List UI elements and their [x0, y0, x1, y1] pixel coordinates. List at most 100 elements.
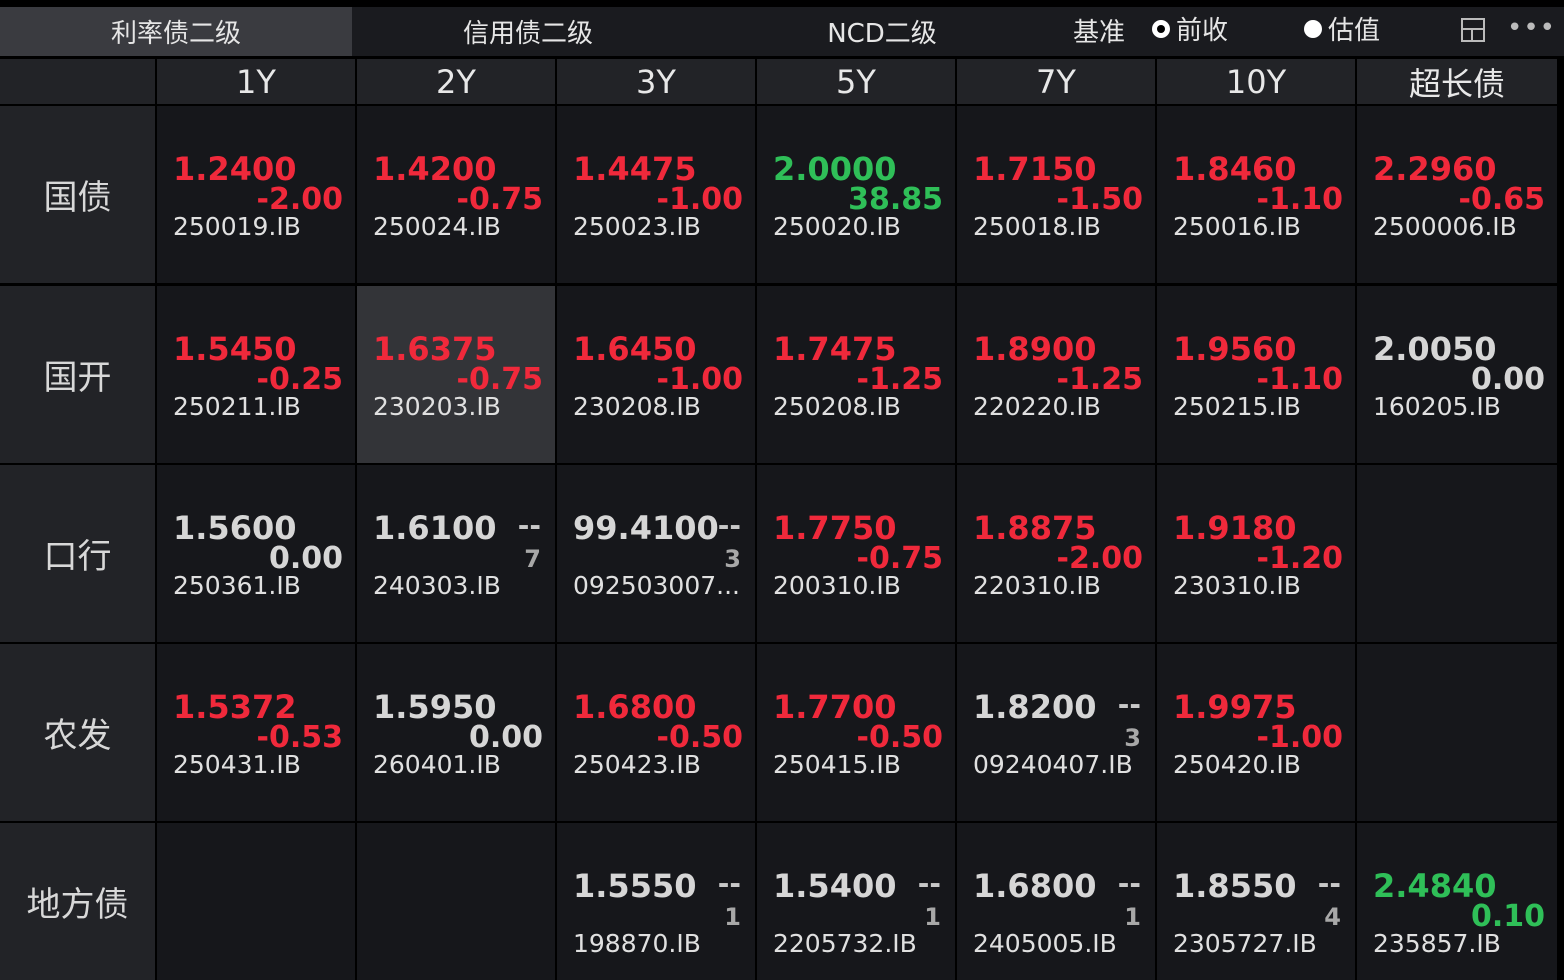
column-header-0[interactable]: 1Y [157, 59, 355, 104]
yield-value: 1.5372 [173, 688, 297, 726]
radio-unselected-icon [1304, 19, 1322, 38]
column-header-5[interactable]: 10Y [1157, 59, 1355, 104]
quote-cell[interactable]: 1.7750 -0.75 200310.IB [757, 465, 955, 642]
change-bp: -1.10 [1256, 182, 1343, 217]
change-bp: 0.00 [1470, 362, 1545, 397]
quote-cell[interactable]: 1.6800 -0.50 250423.IB [557, 644, 755, 821]
quote-cell [357, 823, 555, 980]
quote-cell[interactable]: 1.5372 -0.53 250431.IB [157, 644, 355, 821]
quote-cell[interactable]: 2.0000 38.85 250020.IB [757, 106, 955, 283]
quote-cell[interactable]: 1.5950 0.00 260401.IB [357, 644, 555, 821]
row-header-3[interactable]: 农发 [0, 644, 155, 821]
more-icon[interactable]: ••• [1507, 13, 1557, 43]
quote-cell[interactable]: 1.8900 -1.25 220220.IB [957, 286, 1155, 463]
yield-value: 2.0050 [1373, 330, 1497, 368]
quote-cell[interactable]: 1.9975 -1.00 250420.IB [1157, 644, 1355, 821]
radio-prev-close[interactable]: 前收 [1152, 10, 1228, 47]
bond-code: 235857.IB [1373, 929, 1501, 958]
change-bp: 0.00 [468, 720, 543, 755]
yield-value: 1.8460 [1173, 150, 1297, 188]
quote-cell[interactable]: 99.4100 -- 3 092503007... [557, 465, 755, 642]
quote-cell [1357, 465, 1557, 642]
bond-code: 250024.IB [373, 212, 501, 241]
bond-code: 260401.IB [373, 750, 501, 779]
quote-cell[interactable]: 1.7475 -1.25 250208.IB [757, 286, 955, 463]
yield-value: 1.5950 [373, 688, 497, 726]
quote-cell[interactable]: 1.5400 -- 1 2205732.IB [757, 823, 955, 980]
column-header-4[interactable]: 7Y [957, 59, 1155, 104]
bond-code: 200310.IB [773, 571, 901, 600]
column-header-1[interactable]: 2Y [357, 59, 555, 104]
quote-cell[interactable]: 1.8550 -- 4 2305727.IB [1157, 823, 1355, 980]
row-header-0[interactable]: 国债 [0, 106, 155, 283]
trade-count: 1 [724, 903, 741, 931]
bond-code: 250431.IB [173, 750, 301, 779]
row-header-4[interactable]: 地方债 [0, 823, 155, 980]
quote-cell[interactable]: 1.8875 -2.00 220310.IB [957, 465, 1155, 642]
row-header-2[interactable]: 口行 [0, 465, 155, 642]
bond-code: 230310.IB [1173, 571, 1301, 600]
quote-cell[interactable]: 2.4840 0.10 235857.IB [1357, 823, 1557, 980]
yield-value: 1.7475 [773, 330, 897, 368]
change-bp: -2.00 [256, 182, 343, 217]
quote-cell[interactable]: 1.5600 0.00 250361.IB [157, 465, 355, 642]
radio-valuation[interactable]: 估值 [1304, 10, 1380, 47]
quote-cell [157, 823, 355, 980]
quote-cell[interactable]: 2.0050 0.00 160205.IB [1357, 286, 1557, 463]
column-header-2[interactable]: 3Y [557, 59, 755, 104]
quote-cell[interactable]: 1.5450 -0.25 250211.IB [157, 286, 355, 463]
trade-count: 3 [1124, 724, 1141, 752]
tab-credit-bonds[interactable]: 信用债二级 [462, 19, 593, 49]
quote-cell[interactable]: 1.6450 -1.00 230208.IB [557, 286, 755, 463]
quote-cell[interactable]: 1.7150 -1.50 250018.IB [957, 106, 1155, 283]
quote-cell[interactable]: 1.7700 -0.50 250415.IB [757, 644, 955, 821]
quote-cell[interactable]: 1.6100 -- 7 240303.IB [357, 465, 555, 642]
quote-cell[interactable]: 1.9560 -1.10 250215.IB [1157, 286, 1355, 463]
bond-code: 250361.IB [173, 571, 301, 600]
change-none: -- [717, 509, 741, 542]
quote-cell[interactable]: 1.4200 -0.75 250024.IB [357, 106, 555, 283]
bond-code: 250415.IB [773, 750, 901, 779]
change-none: -- [1117, 867, 1141, 900]
yield-value: 1.2400 [173, 150, 297, 188]
change-bp: -0.75 [856, 541, 943, 576]
bond-code: 220220.IB [973, 392, 1101, 421]
yield-value: 1.5400 [773, 867, 897, 905]
bond-code: 2405005.IB [973, 929, 1117, 958]
bond-code: 198870.IB [573, 929, 701, 958]
radio-valuation-label: 估值 [1328, 16, 1381, 46]
yield-value: 1.6100 [373, 509, 497, 547]
quote-cell[interactable]: 1.8460 -1.10 250016.IB [1157, 106, 1355, 283]
tab-ncd[interactable]: NCD二级 [827, 19, 937, 49]
quote-cell[interactable]: 1.6375 -0.75 230203.IB [357, 286, 555, 463]
bond-code: 250423.IB [573, 750, 701, 779]
quote-cell[interactable]: 2.2960 -0.65 2500006.IB [1357, 106, 1557, 283]
change-bp: -1.25 [856, 362, 943, 397]
bond-code: 250019.IB [173, 212, 301, 241]
change-bp: 0.00 [268, 541, 343, 576]
change-bp: -0.25 [256, 362, 343, 397]
yield-value: 1.5600 [173, 509, 297, 547]
yield-value: 1.9975 [1173, 688, 1297, 726]
tab-rate-bonds[interactable]: 利率债二级 [0, 7, 352, 56]
bond-code: 09240407.IB [973, 750, 1133, 779]
quote-cell[interactable]: 1.6800 -- 1 2405005.IB [957, 823, 1155, 980]
quote-cell[interactable]: 1.2400 -2.00 250019.IB [157, 106, 355, 283]
yield-value: 1.4200 [373, 150, 497, 188]
row-header-1[interactable]: 国开 [0, 286, 155, 463]
change-bp: 38.85 [848, 182, 943, 217]
yield-value: 1.6800 [973, 867, 1097, 905]
change-bp: -1.00 [656, 182, 743, 217]
column-header-3[interactable]: 5Y [757, 59, 955, 104]
corner-cell [0, 59, 155, 104]
quote-cell[interactable]: 1.4475 -1.00 250023.IB [557, 106, 755, 283]
column-header-6[interactable]: 超长债 [1357, 59, 1557, 104]
change-bp: -0.65 [1458, 182, 1545, 217]
quote-cell[interactable]: 1.5550 -- 1 198870.IB [557, 823, 755, 980]
yield-value: 2.2960 [1373, 150, 1497, 188]
bond-code: 092503007... [573, 571, 740, 600]
quote-cell[interactable]: 1.9180 -1.20 230310.IB [1157, 465, 1355, 642]
yield-value: 1.5450 [173, 330, 297, 368]
yield-value: 1.6800 [573, 688, 697, 726]
quote-cell[interactable]: 1.8200 -- 3 09240407.IB [957, 644, 1155, 821]
